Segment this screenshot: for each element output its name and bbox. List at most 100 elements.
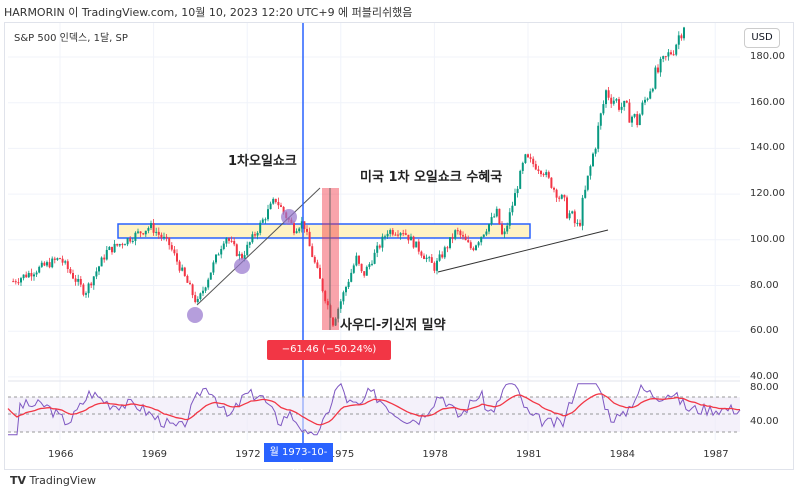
brand-name: TradingView [29, 474, 96, 487]
candle [490, 217, 493, 224]
price-axis-label: 60.00 [750, 325, 779, 337]
candle [532, 158, 535, 165]
candle [664, 56, 667, 58]
candle [12, 281, 15, 283]
candle [553, 187, 555, 190]
candle [267, 209, 269, 220]
candle [519, 170, 522, 189]
candle [222, 243, 225, 249]
candle [144, 230, 147, 235]
candle [316, 262, 319, 268]
candle [277, 202, 280, 206]
candle [230, 240, 233, 242]
candle [186, 275, 189, 283]
candle [311, 246, 314, 257]
candle [350, 272, 353, 282]
candle [326, 301, 329, 306]
candle [597, 125, 600, 149]
candle [462, 235, 464, 237]
candle [667, 52, 670, 57]
rsi-line [8, 382, 741, 436]
candle [345, 287, 347, 293]
candle [680, 35, 683, 39]
candle [293, 222, 295, 234]
candle [79, 278, 82, 285]
candle [43, 262, 46, 266]
candle [436, 260, 438, 271]
candle [625, 100, 628, 103]
time-axis-label: 1969 [141, 449, 168, 460]
candle [503, 231, 506, 235]
candle [121, 244, 124, 246]
candle [675, 44, 678, 55]
candle [571, 211, 574, 214]
candle [259, 222, 262, 233]
candle [339, 301, 342, 309]
candle [233, 241, 236, 245]
candle [59, 258, 61, 260]
candle [425, 257, 428, 259]
candle [412, 236, 415, 248]
candle [207, 279, 210, 288]
candle [113, 243, 116, 253]
candle [550, 177, 553, 188]
candle [493, 216, 496, 218]
candle [620, 106, 623, 110]
candle [300, 221, 303, 229]
candle [394, 234, 397, 236]
candle [480, 236, 483, 243]
candle [183, 267, 186, 276]
candle [404, 233, 407, 235]
candle [142, 233, 145, 235]
candle [51, 258, 54, 268]
candle [662, 56, 665, 59]
candle [274, 198, 277, 203]
candle [334, 318, 337, 326]
candle [654, 67, 657, 89]
candle [308, 231, 311, 247]
candle [108, 246, 111, 250]
candle [363, 271, 366, 276]
candle [303, 221, 306, 229]
candle [464, 236, 467, 241]
resistance-zone [117, 223, 531, 239]
candle [170, 245, 173, 250]
candle [633, 114, 636, 117]
candle [646, 98, 649, 100]
annotation-oil-shock: 1차오일쇼크 [228, 154, 297, 169]
price-axis-label: 140.00 [750, 142, 785, 154]
candle [92, 276, 95, 286]
candle [264, 219, 267, 221]
candle [248, 242, 251, 245]
price-axis-label: 80.00 [750, 279, 779, 291]
pivot-marker [281, 209, 297, 225]
currency-button[interactable]: USD [744, 28, 780, 48]
candle [641, 102, 644, 115]
candle [506, 225, 509, 232]
candle [220, 248, 223, 255]
candle [631, 116, 633, 123]
time-axis-label: 1981 [516, 449, 542, 460]
candle [371, 263, 373, 265]
candle [384, 236, 386, 238]
candle [243, 255, 246, 259]
candle [238, 253, 241, 256]
support-trend-line [437, 229, 609, 273]
chart-frame[interactable] [4, 22, 794, 470]
candle [295, 231, 298, 234]
candle [319, 267, 321, 279]
time-axis-label: 1972 [235, 449, 261, 460]
candle [14, 281, 17, 283]
candle [168, 237, 171, 246]
candle [516, 188, 519, 194]
candle [670, 52, 672, 55]
candle [20, 278, 22, 283]
candle [365, 266, 368, 276]
candle [212, 262, 215, 273]
candle [85, 293, 87, 295]
candle [152, 223, 155, 233]
candle [628, 102, 631, 123]
measure-label: −61.46 (−50.24%) −6146 [267, 340, 391, 375]
candle [449, 237, 451, 248]
